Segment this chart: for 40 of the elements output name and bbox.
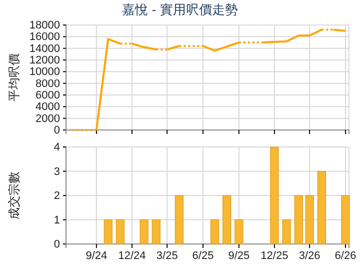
bar: [140, 219, 148, 244]
y-tick-label: 8000: [36, 78, 60, 90]
bar: [104, 219, 112, 244]
x-tick-label: 12/25: [260, 250, 288, 262]
y-tick-label: 16000: [29, 31, 60, 44]
y-tick-label: 4000: [36, 101, 60, 114]
x-tick-label: 12/24: [118, 250, 146, 262]
x-tick-label: 9/25: [228, 250, 250, 262]
bar: [234, 219, 244, 244]
bar: [305, 195, 314, 244]
bar: [294, 195, 303, 244]
y-tick-label: 12000: [29, 54, 60, 67]
y-axis-title: 成交宗數: [7, 172, 21, 220]
x-tick-label: 9/24: [86, 250, 108, 262]
bar: [317, 170, 326, 244]
x-tick-label: 6/26: [334, 250, 356, 262]
y-tick-label: 1: [54, 214, 60, 226]
x-tick-label: 3/25: [156, 250, 178, 262]
bar: [341, 195, 350, 244]
x-tick-label: 3/26: [298, 250, 320, 262]
y-tick-label: 6000: [36, 90, 60, 102]
y-axis-title: 平均呎價: [7, 54, 21, 102]
y-tick-label: 0: [54, 238, 60, 251]
y-tick-label: 2: [54, 190, 60, 202]
bar: [222, 195, 232, 244]
y-tick-label: 0: [54, 124, 60, 137]
chart-title: 嘉悅 - 實用呎價走勢: [122, 2, 238, 17]
bar: [282, 219, 291, 244]
y-tick-label: 2000: [36, 112, 60, 125]
y-tick-label: 10000: [29, 66, 60, 78]
bar: [270, 146, 279, 244]
y-tick-label: 4: [54, 142, 60, 154]
bar: [174, 195, 184, 244]
x-tick-label: 6/25: [192, 250, 214, 262]
bar: [210, 219, 220, 244]
y-tick-label: 14000: [29, 42, 60, 55]
y-tick-label: 18000: [29, 20, 60, 32]
bar: [152, 219, 160, 244]
y-tick-label: 3: [54, 166, 60, 178]
bar: [116, 219, 125, 244]
